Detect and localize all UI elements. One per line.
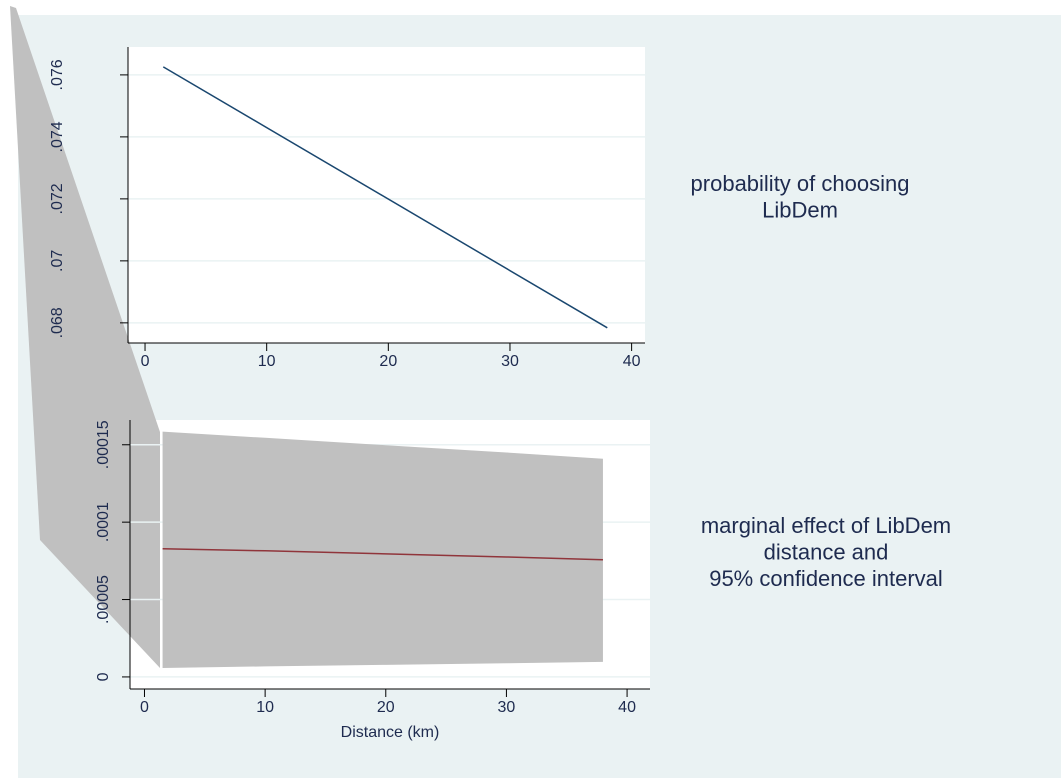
x-tick-label: 0 xyxy=(140,699,149,716)
y-tick-label: .07 xyxy=(49,250,66,272)
confidence-band xyxy=(162,431,603,668)
annotation: 95% confidence interval xyxy=(709,566,943,591)
annotation: distance and xyxy=(764,539,889,564)
y-tick-label: .068 xyxy=(49,307,66,338)
annotation: LibDem xyxy=(762,197,838,222)
x-tick-label: 30 xyxy=(498,699,516,716)
y-tick-label: .074 xyxy=(49,121,66,152)
x-tick-label: 10 xyxy=(258,353,276,370)
x-tick-label: 20 xyxy=(377,699,395,716)
line xyxy=(162,548,603,561)
x-tick-label: 10 xyxy=(256,699,274,716)
x-axis-label: Distance (km) xyxy=(341,724,440,741)
y-tick-label: 0 xyxy=(95,672,112,681)
y-tick-label: .0001 xyxy=(95,502,112,542)
line xyxy=(162,66,608,329)
annotation: probability of choosing xyxy=(691,171,910,196)
y-tick-label: .076 xyxy=(49,59,66,90)
artifact xyxy=(10,6,160,668)
x-tick-label: 20 xyxy=(379,353,397,370)
x-tick-label: 30 xyxy=(501,353,519,370)
x-tick-label: 40 xyxy=(623,353,641,370)
y-tick-label: .072 xyxy=(49,183,66,214)
y-tick-label: .00005 xyxy=(95,575,112,624)
x-tick-label: 0 xyxy=(141,353,150,370)
annotation: marginal effect of LibDem xyxy=(701,513,951,538)
y-tick-label: .00015 xyxy=(95,420,112,469)
x-tick-label: 40 xyxy=(618,699,636,716)
